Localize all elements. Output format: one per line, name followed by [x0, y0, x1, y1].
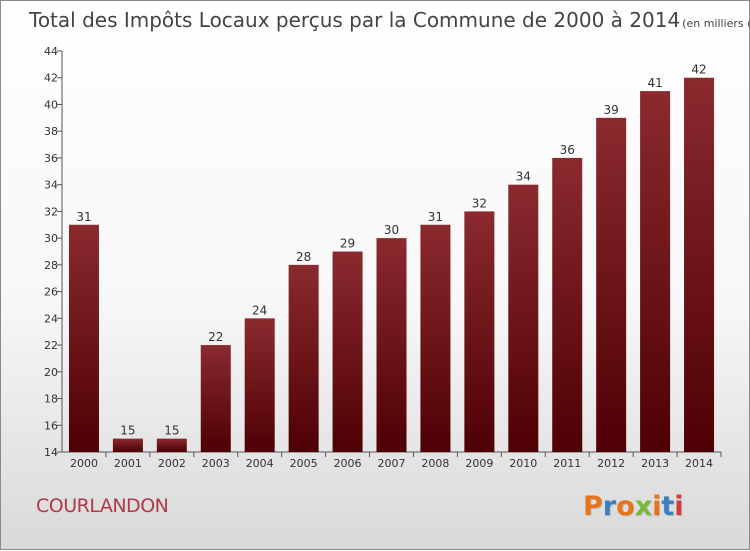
- x-tick-label: 2006: [334, 457, 362, 470]
- data-label-2014: 42: [691, 63, 706, 77]
- bar-2005: [288, 264, 319, 452]
- chart-title-unit: (en milliers d'€): [682, 17, 750, 30]
- x-tick-label: 2012: [597, 457, 625, 470]
- proxiti-logo[interactable]: Proxiti: [583, 491, 684, 522]
- bar-2010: [508, 184, 539, 452]
- bar-2004: [244, 318, 275, 452]
- chart-title: Total des Impôts Locaux perçus par la Co…: [28, 8, 750, 32]
- bar-2009: [464, 211, 495, 452]
- bars: 31 15 15 22 24 28 29 30 31 32 34 36 39 41 42: [68, 63, 715, 452]
- y-tick-label: 14: [44, 446, 58, 459]
- y-tick-label: 44: [44, 45, 58, 58]
- logo-letter: P: [583, 491, 603, 522]
- x-tick-label: 2013: [641, 457, 669, 470]
- bar-2007: [376, 238, 407, 452]
- x-tick-label: 2007: [378, 457, 406, 470]
- data-label-2012: 39: [604, 103, 619, 117]
- x-tick-label: 2001: [114, 457, 142, 470]
- data-label-2002: 15: [164, 424, 179, 438]
- logo-letter: x: [634, 491, 653, 522]
- y-tick-label: 42: [44, 72, 58, 85]
- data-label-2001: 15: [120, 424, 135, 438]
- x-tick-label: 2010: [509, 457, 537, 470]
- logo-letter: o: [616, 491, 635, 522]
- logo-letter: r: [602, 491, 617, 522]
- bar-2011: [552, 157, 583, 452]
- x-tick-label: 2009: [465, 457, 493, 470]
- x-tick-label: 2003: [202, 457, 230, 470]
- x-tick-label: 2005: [290, 457, 318, 470]
- y-tick-label: 30: [44, 232, 58, 245]
- bar-2014: [684, 77, 715, 452]
- y-tick-label: 32: [44, 205, 58, 218]
- data-label-2000: 31: [76, 210, 91, 224]
- y-tick-label: 18: [44, 393, 58, 406]
- x-tick-label: 2004: [246, 457, 274, 470]
- x-tick-label: 2002: [158, 457, 186, 470]
- bar-2012: [596, 117, 627, 452]
- y-tick-label: 34: [44, 179, 58, 192]
- commune-name: COURLANDON: [36, 495, 169, 517]
- data-label-2006: 29: [340, 237, 355, 251]
- y-tick-label: 16: [44, 419, 58, 432]
- bar-2013: [640, 91, 671, 452]
- data-label-2005: 28: [296, 250, 311, 264]
- x-tick-label: 2011: [553, 457, 581, 470]
- data-label-2009: 32: [472, 196, 487, 210]
- data-label-2003: 22: [208, 330, 223, 344]
- logo-letter: t: [661, 491, 675, 522]
- y-tick-label: 26: [44, 286, 58, 299]
- x-tick-label: 2014: [685, 457, 713, 470]
- bar-2000: [68, 224, 99, 452]
- bar-2001: [112, 438, 143, 452]
- axes: 14 16 18 20 22 24 26 28 30 32 34 36 38 40 42 44 2000 2001…: [44, 45, 722, 470]
- y-tick-label: 38: [44, 125, 58, 138]
- bar-2003: [200, 345, 231, 452]
- logo-letter: i: [652, 491, 662, 522]
- y-tick-label: 40: [44, 98, 58, 111]
- y-tick-label: 22: [44, 339, 58, 352]
- data-label-2004: 24: [252, 303, 267, 317]
- bar-2008: [420, 224, 451, 452]
- y-tick-label: 28: [44, 259, 58, 272]
- bar-2006: [332, 251, 363, 452]
- data-label-2008: 31: [428, 210, 443, 224]
- logo-letter: i: [674, 491, 684, 522]
- data-label-2011: 36: [560, 143, 575, 157]
- chart-title-main: Total des Impôts Locaux perçus par la Co…: [28, 8, 680, 32]
- y-tick-label: 20: [44, 366, 58, 379]
- data-label-2007: 30: [384, 223, 399, 237]
- y-tick-label: 24: [44, 312, 58, 325]
- bar-2002: [156, 438, 187, 452]
- data-label-2013: 41: [647, 76, 662, 90]
- x-tick-label: 2000: [70, 457, 98, 470]
- y-tick-label: 36: [44, 152, 58, 165]
- x-tick-label: 2008: [421, 457, 449, 470]
- data-label-2010: 34: [516, 170, 531, 184]
